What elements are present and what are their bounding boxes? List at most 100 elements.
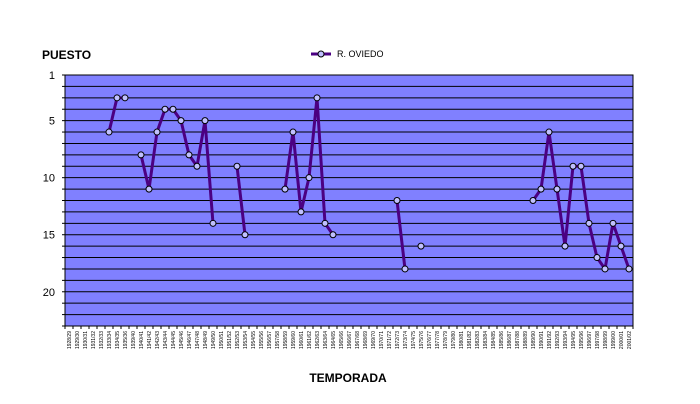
x-tick-label: 1982/83 [475, 331, 481, 349]
x-tick-label: 1977/78 [435, 331, 441, 349]
x-tick-label: 1981/82 [467, 331, 473, 349]
data-point [137, 151, 145, 159]
x-tick-label: 1998/99 [603, 331, 609, 349]
data-point [289, 128, 297, 136]
data-point [401, 265, 409, 273]
x-tick-label: 2000/01 [619, 331, 625, 349]
x-tick-label: 1993/94 [563, 331, 569, 349]
data-point [201, 117, 209, 125]
y-tick-label: 10 [43, 173, 55, 185]
y-tick-label: 15 [43, 230, 55, 242]
x-tick-label: 1928/29 [67, 331, 73, 349]
x-tick-label: 1951/52 [227, 331, 233, 349]
x-tick-label: 1945/46 [179, 331, 185, 349]
x-tick-label: 1930/31 [83, 331, 89, 349]
data-point [241, 231, 249, 239]
x-tick-label: 1934/35 [115, 331, 121, 349]
x-tick-label: 1976/77 [427, 331, 433, 349]
x-tick-label: 1999/00 [611, 331, 617, 349]
data-point [297, 208, 305, 216]
x-tick-label: 1947/48 [195, 331, 201, 349]
x-tick-label: 1959/60 [291, 331, 297, 349]
x-tick-label: 1955/56 [259, 331, 265, 349]
data-point [529, 197, 537, 204]
x-tick-label: 1953/54 [243, 331, 249, 349]
data-point [305, 174, 313, 182]
y-axis-title: PUESTO [42, 48, 91, 62]
data-point [161, 105, 169, 113]
legend-label: R. OVIEDO [337, 49, 384, 59]
data-point [561, 242, 569, 250]
x-tick-label: 1987/88 [515, 331, 521, 349]
x-tick-label: 1950/51 [219, 331, 225, 349]
x-axis-ticks: 1928/29 1929/30 1930/31 1931/32 1932/33 1933/… [67, 331, 633, 349]
x-tick-label: 1968/69 [363, 331, 369, 349]
x-axis-title: TEMPORADA [309, 371, 387, 385]
data-point [537, 185, 545, 193]
x-tick-label: 1997/98 [595, 331, 601, 349]
gridlines [62, 74, 634, 329]
data-point [105, 128, 113, 136]
x-tick-label: 1975/76 [419, 331, 425, 349]
data-point [321, 219, 329, 227]
data-point [329, 231, 337, 239]
y-tick-label: 5 [49, 116, 55, 128]
x-tick-label: 1972/73 [395, 331, 401, 349]
x-tick-label: 1986/87 [507, 331, 513, 349]
x-tick-label: 1978/79 [443, 331, 449, 349]
x-tick-label: 1991/92 [547, 331, 553, 349]
data-point [553, 185, 561, 193]
data-point [393, 197, 401, 204]
x-tick-label: 1960/61 [299, 331, 305, 349]
data-point [281, 185, 289, 193]
x-tick-label: 1948/49 [203, 331, 209, 349]
data-point [417, 242, 425, 250]
x-tick-label: 1949/50 [211, 331, 217, 349]
x-tick-label: 1980/81 [459, 331, 465, 349]
x-tick-label: 2001/02 [627, 331, 633, 349]
x-tick-label: 1932/33 [99, 331, 105, 349]
x-tick-label: 1969/70 [371, 331, 377, 349]
data-point [169, 105, 177, 113]
data-point [177, 117, 185, 125]
x-tick-label: 1964/65 [331, 331, 337, 349]
data-point [585, 219, 593, 227]
data-point [233, 162, 241, 170]
x-tick-label: 1944/45 [171, 331, 177, 349]
x-tick-label: 1941/42 [147, 331, 153, 349]
y-tick-label: 1 [49, 70, 55, 82]
x-tick-label: 1940/41 [139, 331, 145, 349]
x-tick-label: 1933/34 [107, 331, 113, 349]
legend: R. OVIEDO [311, 49, 384, 59]
x-tick-label: 1967/68 [355, 331, 361, 349]
data-point [593, 254, 601, 262]
x-tick-label: 1994/95 [571, 331, 577, 349]
x-tick-label: 1939/40 [131, 331, 137, 349]
series-line-segment [139, 107, 215, 224]
x-tick-label: 1966/67 [347, 331, 353, 349]
series-line-segment [235, 166, 247, 235]
x-tick-label: 1963/64 [323, 331, 329, 349]
x-tick-label: 1971/72 [387, 331, 393, 349]
x-tick-label: 1984/85 [491, 331, 497, 349]
x-tick-label: 1973/74 [403, 331, 409, 349]
data-point [569, 162, 577, 170]
data-point [185, 151, 193, 159]
x-tick-label: 1962/63 [315, 331, 321, 349]
x-tick-label: 1979/80 [451, 331, 457, 349]
x-tick-label: 1942/43 [155, 331, 161, 349]
data-point [577, 162, 585, 170]
data-point [153, 128, 161, 136]
series-line-segment [395, 200, 407, 270]
y-tick-label: 20 [43, 287, 55, 299]
x-tick-label: 1957/58 [275, 331, 281, 349]
data-point [121, 94, 129, 102]
x-tick-label: 1965/66 [339, 331, 345, 349]
x-tick-label: 1974/75 [411, 331, 417, 349]
data-point [113, 94, 121, 102]
data-point [609, 219, 617, 227]
x-tick-label: 1946/47 [187, 331, 193, 349]
x-tick-label: 1954/55 [251, 331, 257, 349]
